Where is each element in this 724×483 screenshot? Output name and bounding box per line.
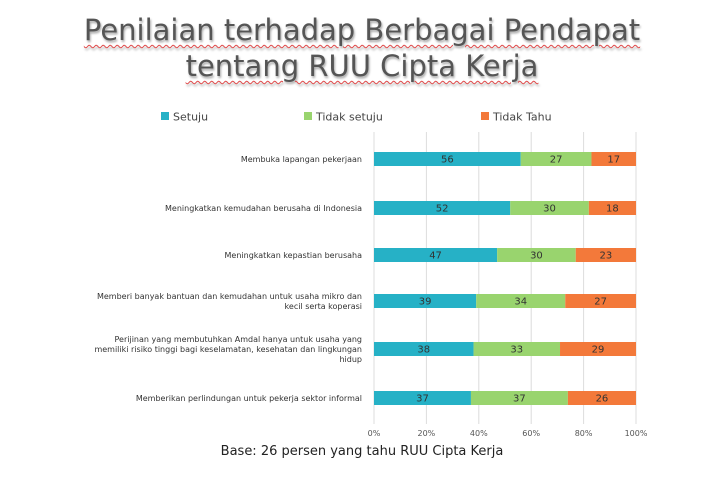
data-label: 29 [592,345,605,356]
bar-segment [374,391,471,405]
category-label: Perijinan yang membutuhkan Amdal hanya u… [115,335,362,344]
data-label: 52 [436,204,449,215]
bar-segment [476,294,566,308]
data-label: 39 [419,297,432,308]
category-label: Membuka lapangan pekerjaan [241,155,362,164]
category-label: kecil serta koperasi [285,302,362,311]
category-label: Meningkatkan kepastian berusaha [225,251,363,260]
data-label: 34 [514,297,527,308]
data-label: 33 [510,345,523,356]
legend-swatch [161,112,169,120]
bar-segment [470,391,568,405]
x-tick-label: 100% [625,429,648,438]
data-label: 26 [596,394,609,405]
bar-segment [473,342,561,356]
bar-segment [565,294,636,308]
chart-title: Penilaian terhadap Berbagai Pendapat ten… [0,12,724,84]
data-label: 56 [441,155,454,166]
bar-segment [374,342,474,356]
title-line-1: Penilaian terhadap Berbagai Pendapat [83,13,641,47]
x-tick-label: 40% [470,429,488,438]
data-label: 47 [429,251,442,262]
data-label: 27 [550,155,563,166]
x-tick-label: 20% [418,429,436,438]
bar-segment [560,342,636,356]
category-label: hidup [339,355,362,364]
data-label: 18 [606,204,619,215]
data-label: 38 [417,345,430,356]
bar-segment [588,201,636,215]
legend-label: Tidak Tahu [492,111,552,124]
bar-segment [575,248,636,262]
category-label: Meningkatkan kemudahan berusaha di Indon… [165,204,362,213]
legend-swatch [304,112,312,120]
legend-label: Tidak setuju [315,111,383,124]
legend-label: Setuju [173,111,208,124]
category-label: Memberikan perlindungan untuk pekerja se… [136,394,362,403]
data-label: 27 [594,297,607,308]
data-label: 30 [543,204,556,215]
data-label: 23 [600,251,613,262]
bar-segment [520,152,592,166]
data-label: 37 [416,394,429,405]
x-tick-label: 0% [368,429,381,438]
x-tick-label: 80% [575,429,593,438]
data-label: 30 [530,251,543,262]
bar-segment [374,248,498,262]
data-label: 17 [607,155,620,166]
category-label: Memberi banyak bantuan dan kemudahan unt… [97,292,362,301]
x-tick-label: 60% [522,429,540,438]
category-label: memiliki risiko tinggi bagi keselamatan,… [94,345,362,354]
bar-segment [510,201,589,215]
bar-segment [374,152,521,166]
title-line-2: tentang RUU Cipta Kerja [185,49,539,83]
bar-segment [374,201,511,215]
data-label: 37 [513,394,526,405]
bar-segment [591,152,636,166]
chart-footer-base-note: Base: 26 persen yang tahu RUU Cipta Kerj… [220,444,504,459]
bar-segment [497,248,576,262]
bar-segment [567,391,636,405]
legend-swatch [481,112,489,120]
bar-segment [374,294,477,308]
